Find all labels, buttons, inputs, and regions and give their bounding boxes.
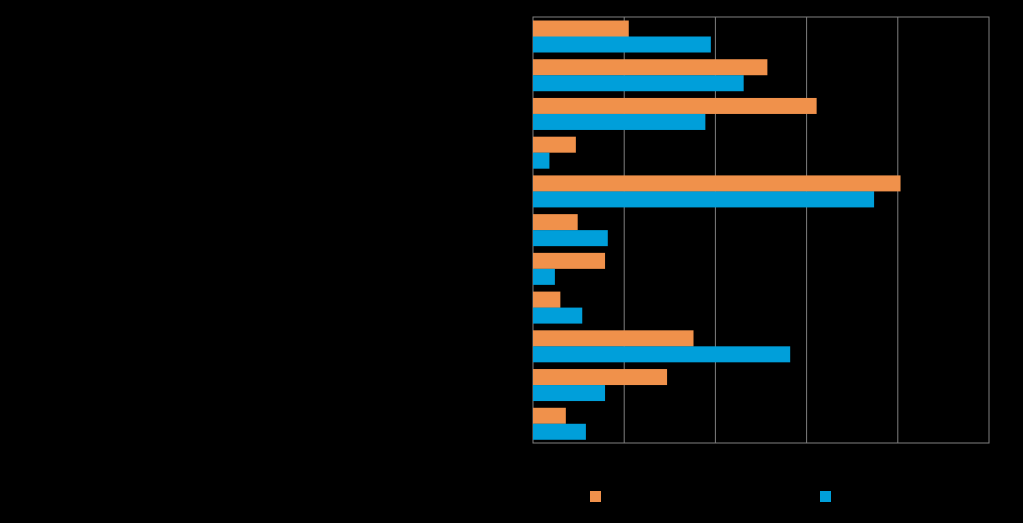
bar-s2-c2	[533, 75, 744, 92]
bar-s2-c9	[533, 346, 791, 363]
bar-s2-c3	[533, 113, 706, 130]
bar-s1-c11	[533, 407, 566, 424]
legend-swatch-2	[820, 491, 831, 502]
bar-s2-c1	[533, 36, 711, 53]
bar-s1-c8	[533, 291, 561, 308]
legend-swatch-1	[590, 491, 601, 502]
bar-s2-c7	[533, 268, 555, 285]
bar-s2-c8	[533, 307, 583, 324]
bar-s2-c6	[533, 230, 608, 247]
bar-s2-c11	[533, 423, 586, 440]
bar-s1-c10	[533, 369, 668, 386]
bar-s2-c5	[533, 191, 875, 208]
bar-s1-c5	[533, 175, 901, 192]
bar-s1-c9	[533, 330, 694, 347]
bar-s1-c7	[533, 252, 606, 269]
bar-s1-c1	[533, 20, 629, 37]
bar-s2-c10	[533, 385, 606, 402]
bar-s1-c2	[533, 59, 768, 76]
bar-s1-c4	[533, 136, 576, 153]
bar-s1-c3	[533, 97, 817, 114]
bar-s2-c4	[533, 152, 550, 169]
bar-s1-c6	[533, 214, 578, 231]
